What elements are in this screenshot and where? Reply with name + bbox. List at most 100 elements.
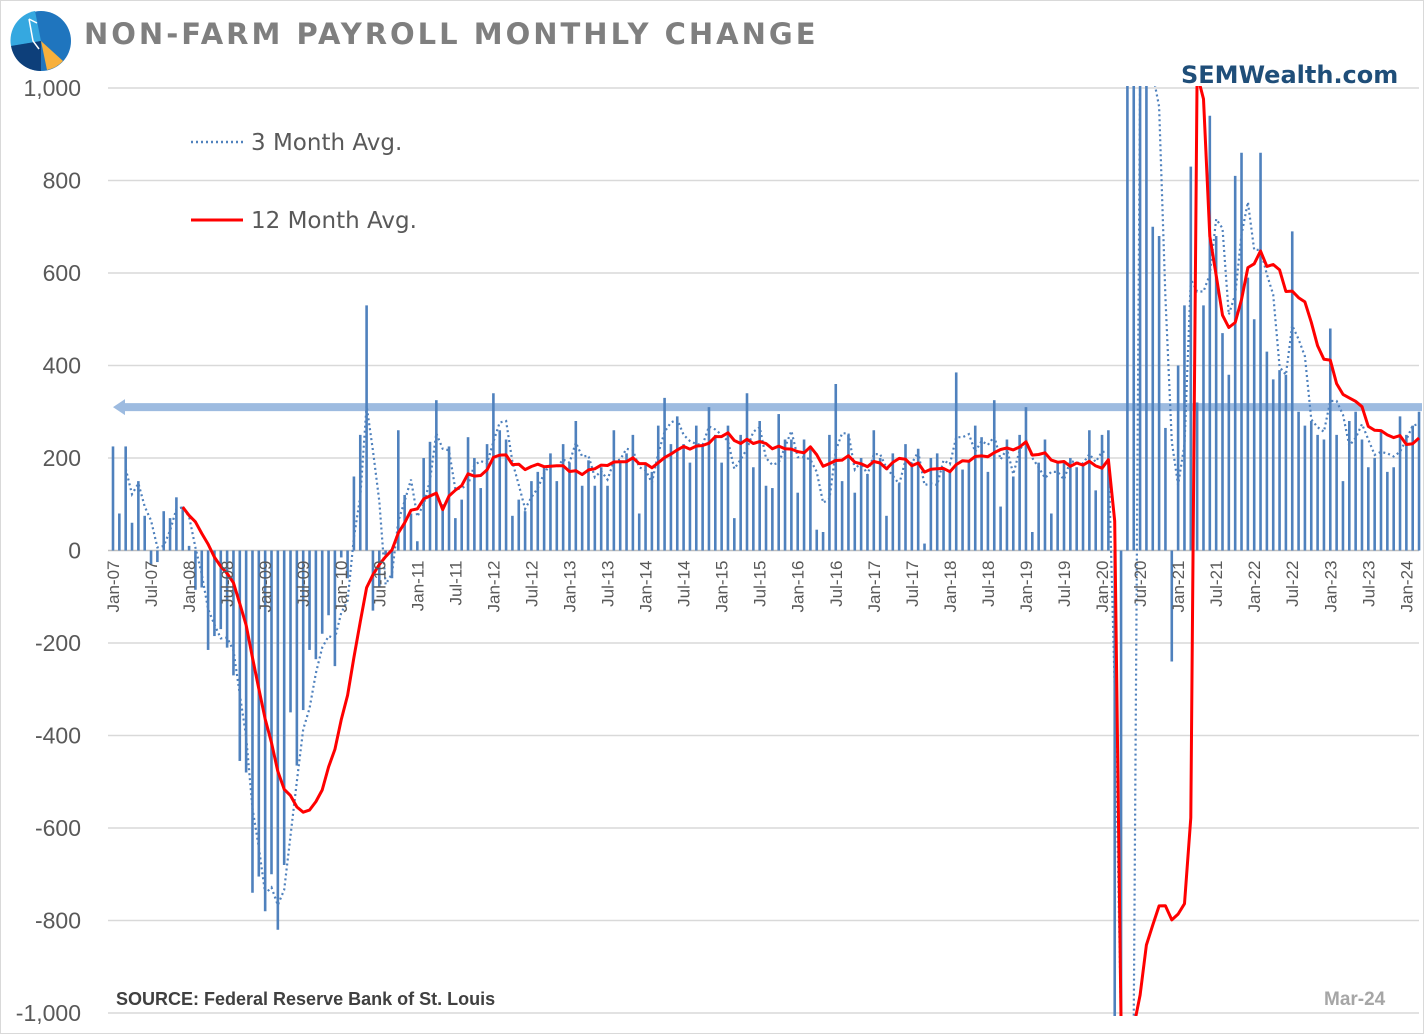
x-tick-label: Jan-14: [637, 561, 656, 613]
x-tick-label: Jan-19: [1017, 561, 1036, 613]
x-tick-label: Jul-17: [903, 561, 922, 607]
bar: [1322, 439, 1326, 551]
bar: [644, 462, 647, 551]
bar: [1069, 458, 1072, 551]
y-tick-label: -800: [35, 908, 81, 934]
bar: [460, 499, 463, 551]
bar: [314, 550, 318, 660]
bar: [1309, 421, 1313, 551]
bar: [891, 453, 895, 551]
bar: [999, 506, 1002, 551]
bar: [618, 462, 622, 551]
brand-link[interactable]: SEMWealth.com: [1181, 61, 1398, 89]
bar: [232, 550, 235, 676]
bar: [606, 485, 609, 551]
bar: [1018, 434, 1021, 551]
x-tick-label: Jul-18: [979, 560, 998, 606]
bar: [320, 550, 324, 634]
x-tick-label: Jan-08: [180, 561, 199, 613]
bar: [1360, 439, 1364, 551]
y-tick-label: 1,000: [23, 75, 81, 101]
bar: [1348, 421, 1351, 551]
x-tick-label: Jul-21: [1207, 561, 1226, 607]
bar: [599, 467, 603, 551]
bar: [1107, 430, 1110, 551]
bar: [1024, 407, 1028, 551]
bar: [840, 481, 844, 551]
bar: [688, 462, 692, 551]
x-tick-label: Jul-20: [1131, 561, 1150, 607]
bar: [168, 518, 172, 551]
bar: [739, 434, 742, 551]
bar: [663, 397, 666, 551]
bar: [213, 550, 216, 637]
x-tick-label: Jan-16: [789, 561, 808, 613]
bar: [1373, 458, 1376, 551]
bar: [1138, 86, 1142, 551]
bar: [422, 458, 425, 551]
bar: [701, 446, 704, 551]
bar: [390, 550, 394, 579]
bar: [517, 499, 521, 551]
x-tick-label: Jan-09: [256, 561, 275, 613]
bar: [885, 515, 888, 551]
bar: [942, 469, 945, 551]
x-tick-label: Jan-24: [1397, 561, 1416, 613]
bar: [251, 550, 254, 893]
bar: [473, 458, 476, 551]
bar: [568, 462, 571, 551]
bar: [777, 414, 780, 551]
bar: [327, 550, 330, 616]
bar: [809, 446, 812, 551]
x-tick-label: Jul-15: [751, 561, 770, 607]
bar: [815, 529, 819, 551]
bar: [707, 407, 711, 551]
bar: [377, 550, 381, 588]
bar: [726, 425, 730, 551]
bar: [1411, 425, 1414, 551]
legend-12mo-label: 12 Month Avg.: [251, 208, 417, 234]
bar: [1354, 411, 1357, 551]
bar: [194, 550, 197, 590]
bar: [397, 430, 400, 551]
y-tick-label: -200: [35, 630, 81, 656]
bar: [897, 483, 901, 551]
bar: [530, 481, 533, 551]
bar: [1417, 411, 1421, 551]
bar: [244, 550, 248, 773]
bar: [802, 439, 806, 551]
bar: [346, 550, 349, 579]
bar: [181, 506, 185, 551]
bar: [263, 550, 267, 912]
x-tick-label: Jul-07: [142, 561, 161, 607]
bar: [720, 462, 723, 551]
bar: [948, 469, 952, 551]
y-tick-label: 400: [43, 353, 81, 379]
bar: [980, 437, 983, 551]
bar: [828, 434, 831, 551]
bar: [1075, 467, 1078, 551]
bar: [859, 458, 863, 551]
bar: [1392, 467, 1395, 551]
bar: [1386, 471, 1389, 551]
bar: [1265, 351, 1269, 551]
bar: [1088, 430, 1091, 551]
bar: [200, 550, 204, 588]
bar: [574, 421, 578, 551]
bar: [847, 434, 850, 551]
bar: [834, 384, 838, 551]
bar: [1240, 152, 1243, 551]
bar: [929, 458, 933, 551]
x-tick-label: Jul-09: [294, 561, 313, 607]
bar: [992, 400, 996, 551]
bar: [1183, 305, 1186, 551]
x-tick-label: Jan-12: [484, 561, 503, 613]
legend-3mo-label: 3 Month Avg.: [251, 130, 402, 156]
bar: [238, 550, 242, 761]
bar: [758, 421, 761, 551]
bar: [137, 481, 140, 551]
bar: [358, 434, 362, 551]
bar: [1379, 430, 1383, 551]
bar: [1157, 236, 1161, 551]
